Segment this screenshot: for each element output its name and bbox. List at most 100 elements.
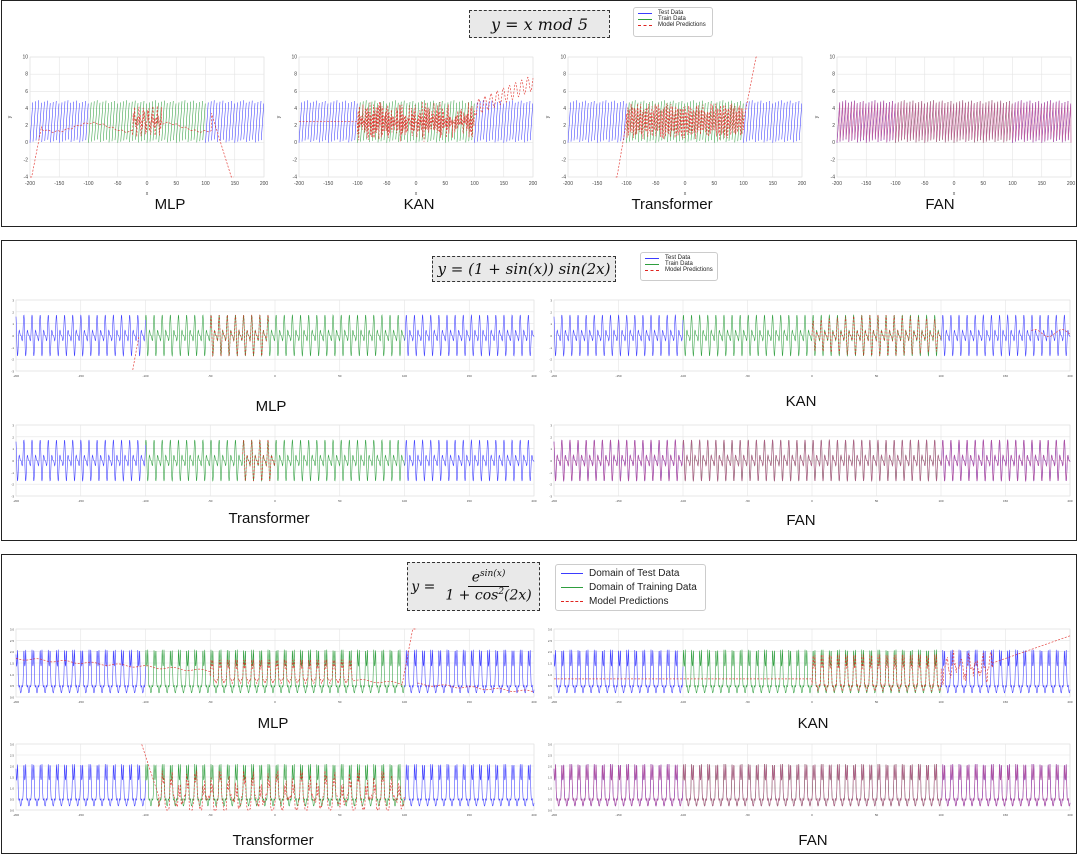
y-tick-label: 4 (294, 106, 297, 112)
label-sin-transformer: Transformer (228, 510, 310, 527)
y-tick-label: 2.5 (548, 754, 553, 758)
y-tick-label: 1 (550, 322, 552, 326)
y-tick-label: 6 (832, 89, 835, 95)
x-tick-label: 100 (938, 700, 943, 704)
test-series (567, 100, 627, 143)
y-tick-label: -1 (11, 346, 14, 350)
x-tick-label: 100 (402, 374, 407, 378)
x-tick-label: 200 (531, 374, 536, 378)
y-tick-label: 3.0 (10, 743, 15, 747)
x-axis-label: x (415, 191, 418, 197)
y-tick-label: 0.5 (548, 684, 553, 688)
x-tick-label: 0 (274, 499, 276, 503)
test-series (29, 100, 89, 143)
y-tick-label: -1 (549, 346, 552, 350)
y-tick-label: 2 (12, 310, 14, 314)
y-tick-label: 3 (550, 299, 552, 303)
chart-svg: -200 -150 -100 -50 0 50 100 150 200 0.0 0.5 1.0 1.5 2… (10, 628, 537, 705)
formula-mod: y = x mod 5 (469, 10, 610, 38)
test-series (404, 314, 535, 357)
formula-exp: y = esin(x) 1 + cos2(2x) (407, 562, 540, 611)
y-tick-label: 6 (294, 89, 297, 95)
x-tick-label: 150 (500, 181, 509, 187)
y-tick-label: -3 (549, 370, 552, 374)
prediction-series (836, 100, 1072, 143)
legend-train: Train Data (645, 261, 713, 267)
formula-numerator: esin(x) (467, 569, 510, 587)
x-tick-label: -100 (680, 813, 686, 817)
x-tick-label: -50 (208, 374, 213, 378)
y-tick-label: -3 (11, 370, 14, 374)
x-tick-label: 0 (415, 181, 418, 187)
test-series (15, 649, 146, 694)
x-tick-label: -150 (78, 374, 84, 378)
chart-svg: -200 -150 -100 -50 0 50 100 150 200 -3 -2 -1 0 1 2 3 (11, 424, 537, 504)
chart-svg: -200 -150 -100 -50 0 50 100 150 200 -3 -2 -1 0 1 2 3 (549, 424, 1073, 504)
x-tick-label: 50 (875, 499, 879, 503)
x-tick-label: 150 (1038, 181, 1047, 187)
y-axis-label: y (277, 115, 282, 118)
x-tick-label: 50 (338, 813, 342, 817)
x-tick-label: 0 (811, 813, 813, 817)
x-tick-label: -150 (78, 499, 84, 503)
legend-pred: Model Predictions (645, 267, 713, 273)
y-tick-label: 1.5 (10, 776, 15, 780)
x-tick-label: -150 (78, 700, 84, 704)
x-tick-label: -200 (551, 499, 557, 503)
y-tick-label: -2 (549, 483, 552, 487)
y-tick-label: -1 (11, 471, 14, 475)
plot-exp-kan: -200 -150 -100 -50 0 50 100 150 200 0.0 0.5 1.0 1.5 2… (544, 625, 1076, 707)
chart-svg: -200 -150 -100 -50 0 50 100 150 200 -4 -2 0 2 4 6 8 10 x y (546, 55, 806, 198)
train-series (145, 649, 405, 694)
y-tick-label: 1.0 (10, 787, 15, 791)
x-tick-label: 50 (875, 813, 879, 817)
x-tick-label: 100 (739, 181, 748, 187)
x-tick-label: -100 (142, 499, 148, 503)
y-tick-label: 0.0 (10, 809, 15, 813)
train-swatch (645, 263, 659, 265)
x-tick-label: 50 (875, 374, 879, 378)
x-tick-label: -100 (890, 181, 900, 187)
test-series (15, 764, 146, 807)
y-tick-label: 1 (12, 447, 14, 451)
legend-test-label: Domain of Test Data (589, 568, 680, 579)
y-tick-label: 2 (25, 123, 28, 129)
x-tick-label: 150 (1003, 700, 1008, 704)
prediction-series (141, 744, 405, 811)
legend-pred-label: Model Predictions (658, 22, 706, 28)
x-tick-label: -150 (54, 181, 64, 187)
x-tick-label: 200 (1067, 374, 1072, 378)
x-tick-label: 100 (402, 813, 407, 817)
x-tick-label: -50 (745, 499, 750, 503)
plot-mod-transformer: -200 -150 -100 -50 0 50 100 150 200 -4 -2 0 2 4 6 8 10 x y (546, 51, 808, 198)
chart-svg: -200 -150 -100 -50 0 50 100 150 200 -3 -2 -1 0 1 2 3 (11, 299, 537, 379)
train-series (145, 314, 405, 357)
y-tick-label: -2 (293, 157, 298, 163)
x-tick-label: 100 (470, 181, 479, 187)
y-axis-label: y (8, 115, 13, 118)
y-tick-label: 10 (829, 55, 835, 61)
x-tick-label: -150 (615, 499, 621, 503)
x-axis-label: x (953, 191, 956, 197)
x-tick-label: 200 (260, 181, 269, 187)
x-tick-label: -150 (323, 181, 333, 187)
chart-svg: -200 -150 -100 -50 0 50 100 150 200 -4 -2 0 2 4 6 8 10 x y (8, 55, 269, 198)
y-axis-label: y (546, 115, 551, 118)
x-tick-label: 100 (201, 181, 210, 187)
label-exp-mlp: MLP (257, 715, 289, 732)
legend-pred-label: Model Predictions (665, 267, 713, 273)
x-tick-label: 0 (274, 700, 276, 704)
x-tick-label: 100 (402, 499, 407, 503)
y-tick-label: -2 (24, 157, 29, 163)
panel-exp: y = esin(x) 1 + cos2(2x) Domain of Test … (1, 554, 1077, 854)
x-tick-label: -150 (615, 813, 621, 817)
test-series (15, 314, 146, 357)
x-tick-label: -50 (652, 181, 659, 187)
x-tick-label: -50 (745, 374, 750, 378)
x-tick-label: -150 (615, 700, 621, 704)
y-tick-label: 0 (550, 334, 552, 338)
plot-sin-transformer: -200 -150 -100 -50 0 50 100 150 200 -3 -2 -1 0 1 2 3 (6, 421, 540, 506)
x-tick-label: 50 (980, 181, 986, 187)
test-series (205, 100, 265, 143)
formula-text: y = x mod 5 (490, 14, 589, 34)
